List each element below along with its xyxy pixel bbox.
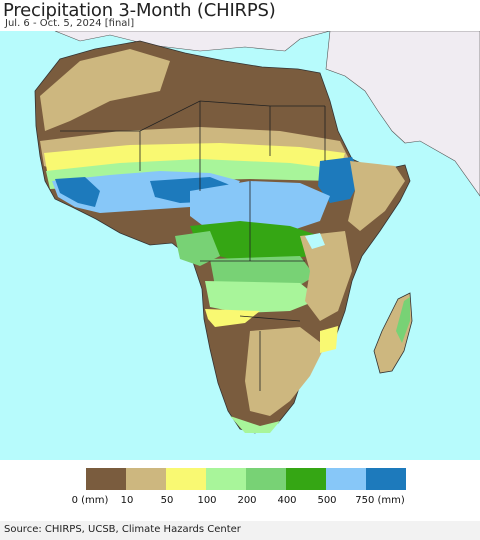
- map-subtitle: Jul. 6 - Oct. 5, 2024 [final]: [5, 18, 135, 29]
- legend-label-1: 10: [120, 495, 134, 506]
- legend-label-5: 400: [277, 495, 297, 506]
- central-africa-light-blue: [190, 181, 330, 236]
- legend-swatch-5: [286, 468, 326, 490]
- southern-africa-yellow: [205, 309, 260, 327]
- lake-victoria: [305, 233, 325, 249]
- legend-colorbar: [86, 468, 406, 490]
- legend-swatch-4: [246, 468, 286, 490]
- semi-dry-northwest: [40, 49, 170, 131]
- legend-swatch-1: [126, 468, 166, 490]
- legend-label-3: 100: [197, 495, 217, 506]
- middle-east-landmass: [325, 31, 480, 197]
- east-africa-semi-dry: [300, 231, 352, 321]
- legend-label-7: 750 (mm): [355, 495, 405, 506]
- southern-africa-semi-dry: [245, 327, 325, 416]
- madagascar-east-green: [396, 297, 410, 343]
- legend-swatch-0: [86, 468, 126, 490]
- precipitation-map: [0, 31, 480, 460]
- mozambique-yellow: [320, 326, 338, 353]
- country-borders: [60, 100, 326, 391]
- south-coast-green: [230, 416, 280, 433]
- legend-label-6: 500: [317, 495, 337, 506]
- legend-label-2: 50: [160, 495, 174, 506]
- source-bar: Source: CHIRPS, UCSB, Climate Hazards Ce…: [0, 521, 480, 540]
- legend-swatch-2: [166, 468, 206, 490]
- legend-swatch-6: [326, 468, 366, 490]
- gabon-green: [175, 231, 220, 266]
- congo-dark-green: [190, 221, 320, 261]
- europe-landmass: [54, 31, 331, 52]
- source-text: Source: CHIRPS, UCSB, Climate Hazards Ce…: [4, 524, 241, 535]
- horn-semi-dry: [348, 161, 405, 231]
- legend-swatch-3: [206, 468, 246, 490]
- legend-swatch-7: [366, 468, 406, 490]
- map-title: Precipitation 3-Month (CHIRPS): [3, 0, 276, 21]
- legend-labels: 0 (mm) 10 50 100 200 400 500 750 (mm): [0, 495, 480, 509]
- guinea-coast-dark-blue: [55, 177, 100, 207]
- legend-label-0: 0 (mm): [71, 495, 109, 506]
- angola-light-green: [205, 281, 320, 313]
- legend-label-4: 200: [237, 495, 257, 506]
- ethiopia-blue: [318, 157, 362, 203]
